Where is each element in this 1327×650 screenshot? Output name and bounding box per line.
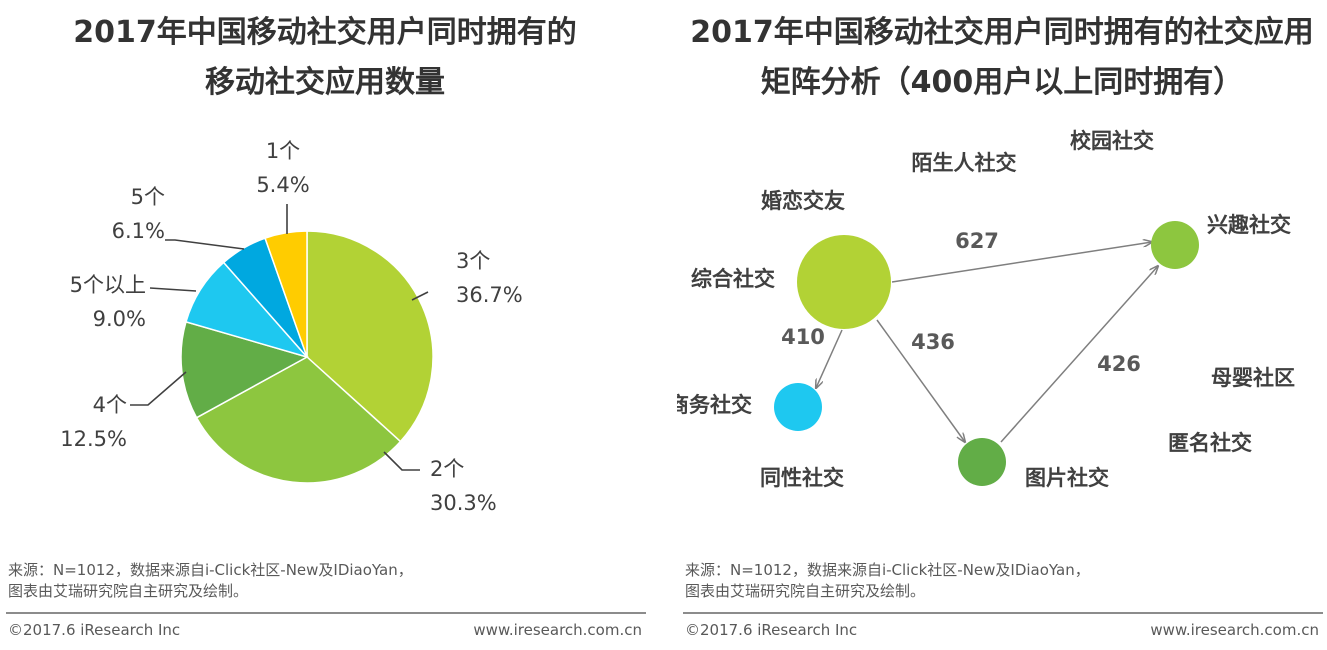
pie-chart-title: 2017年中国移动社交用户同时拥有的 移动社交应用数量 (0, 8, 650, 108)
node-label-muying: 母婴社区 (1211, 366, 1295, 390)
source-line-2: 图表由艾瑞研究院自主研究及绘制。 (685, 582, 926, 600)
edge-arrow-tupian-xingqu (1000, 266, 1158, 443)
leader-line (383, 451, 420, 471)
edge-arrow-zonghe-xingqu (891, 242, 1152, 283)
network-chart-title: 2017年中国移动社交用户同时拥有的社交应用 矩阵分析（400用户以上同时拥有） (677, 8, 1327, 108)
node-bubble-shangwu (774, 383, 822, 431)
edge-arrow-zonghe-shangwu (816, 329, 843, 388)
slice-value-label: 5.4% (256, 173, 309, 197)
slice-value-label: 12.5% (60, 427, 127, 451)
slice-label: 3个 (456, 249, 490, 273)
pie-slice-2 (195, 356, 402, 484)
node-label-xiaoyuan: 校园社交 (1070, 129, 1154, 153)
edge-value-label: 426 (1097, 352, 1141, 376)
pie-title-line1: 2017年中国移动社交用户同时拥有的 (73, 15, 577, 50)
footer-divider (683, 612, 1323, 614)
pie-chart-panel: 2017年中国移动社交用户同时拥有的 移动社交应用数量 3个 36.7% 2个 30.… (0, 0, 650, 650)
pie-slice-6 (264, 230, 308, 358)
pie-source-note: 来源：N=1012，数据来源自i-Click社区-New及IDiaoYan， 图… (8, 560, 413, 602)
node-bubble-zonghe (797, 235, 891, 329)
copyright-text: ©2017.6 iResearch Inc (685, 621, 858, 639)
node-label-shangwu: 商务社交 (677, 393, 752, 417)
edge-arrow-zonghe-tupian (876, 319, 965, 442)
slice-label: 2个 (430, 457, 464, 481)
node-label-niming: 匿名社交 (1168, 431, 1252, 455)
node-label-tupian: 图片社交 (1025, 466, 1109, 490)
node-bubble-tupian (958, 438, 1006, 486)
pie-title-line2: 移动社交应用数量 (205, 65, 445, 100)
edge-value-label: 410 (781, 325, 825, 349)
slice-label: 5个 (131, 185, 165, 209)
slice-label: 4个 (93, 393, 127, 417)
node-label-xingqu: 兴趣社交 (1207, 213, 1291, 237)
copyright-text: ©2017.6 iResearch Inc (8, 621, 181, 639)
website-text: www.iresearch.com.cn (1150, 621, 1319, 639)
network-chart-panel: 2017年中国移动社交用户同时拥有的社交应用 矩阵分析（400用户以上同时拥有）… (677, 0, 1327, 650)
pie-slice-1 (306, 230, 434, 443)
edge-value-label: 436 (911, 330, 955, 354)
leader-line (165, 239, 245, 250)
network-title-line2: 矩阵分析（400用户以上同时拥有） (760, 65, 1244, 100)
leader-line (130, 371, 187, 406)
network-source-note: 来源：N=1012，数据来源自i-Click社区-New及IDiaoYan， 图… (685, 560, 1090, 602)
footer-divider (6, 612, 646, 614)
leader-line (149, 287, 197, 292)
slice-label: 1个 (266, 139, 300, 163)
node-bubble-xingqu (1151, 221, 1199, 269)
pie-slice-3 (180, 320, 309, 419)
node-label-tongxing: 同性社交 (760, 466, 844, 490)
source-line-1: 来源：N=1012，数据来源自i-Click社区-New及IDiaoYan， (8, 561, 413, 579)
slice-value-label: 6.1% (112, 219, 165, 243)
slice-value-label: 30.3% (430, 491, 497, 515)
website-text: www.iresearch.com.cn (473, 621, 642, 639)
slice-value-label: 36.7% (456, 283, 523, 307)
leader-line (411, 291, 429, 301)
node-label-moshengren: 陌生人社交 (912, 151, 1017, 175)
network-title-line1: 2017年中国移动社交用户同时拥有的社交应用 (690, 15, 1314, 50)
node-label-zonghe: 综合社交 (691, 267, 775, 291)
pie-chart: 3个 36.7% 2个 30.3% 4个 12.5% 5个以上 9.0% 5个 6.1% 1个 5.4… (60, 139, 523, 515)
source-line-2: 图表由艾瑞研究院自主研究及绘制。 (8, 582, 249, 600)
slice-value-label: 9.0% (93, 307, 146, 331)
node-label-hunlian: 婚恋交友 (761, 189, 845, 213)
edge-value-label: 627 (955, 229, 999, 253)
slice-label: 5个以上 (70, 273, 146, 297)
source-line-1: 来源：N=1012，数据来源自i-Click社区-New及IDiaoYan， (685, 561, 1090, 579)
